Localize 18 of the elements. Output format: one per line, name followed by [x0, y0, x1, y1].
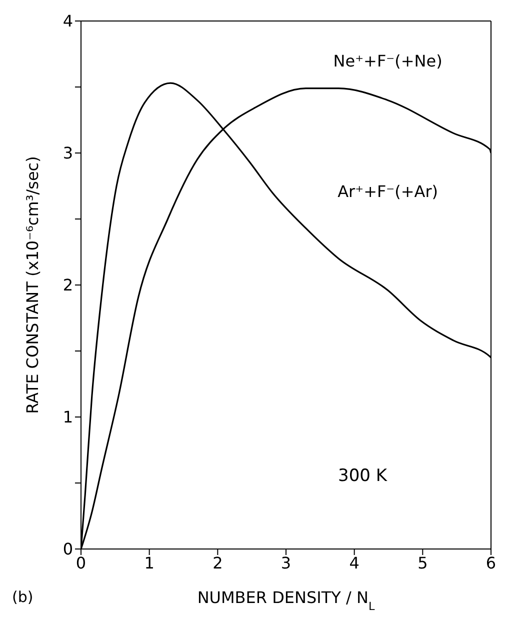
x-tick-label: 1 — [144, 553, 154, 572]
x-axis-title: NUMBER DENSITY / N$_{L}$ — [197, 588, 376, 612]
x-tick-label: 4 — [349, 553, 360, 572]
text: Ar⁺+F⁻(+Ar) — [338, 182, 438, 201]
y-axis-title: RATE CONSTANT (x10⁻⁶cm³/sec) — [22, 156, 42, 414]
series-label: Ne⁺+F⁻(+Ne) — [333, 51, 442, 70]
annotation: 300 K — [338, 466, 387, 486]
x-tick-label: 2 — [212, 553, 223, 572]
y-tick-label: 0 — [62, 540, 73, 559]
y-tick-label: 3 — [62, 144, 73, 163]
x-tick-label: 3 — [280, 553, 292, 572]
text: (b) — [12, 588, 34, 606]
y-tick-label: 2 — [62, 276, 73, 295]
x-tick-label: 5 — [418, 553, 428, 572]
y-tick-label: 1 — [62, 408, 73, 427]
x-tick-label: 0 — [76, 553, 86, 572]
y-tick-label: 4 — [62, 12, 73, 31]
x-tick-label: 6 — [486, 553, 496, 572]
